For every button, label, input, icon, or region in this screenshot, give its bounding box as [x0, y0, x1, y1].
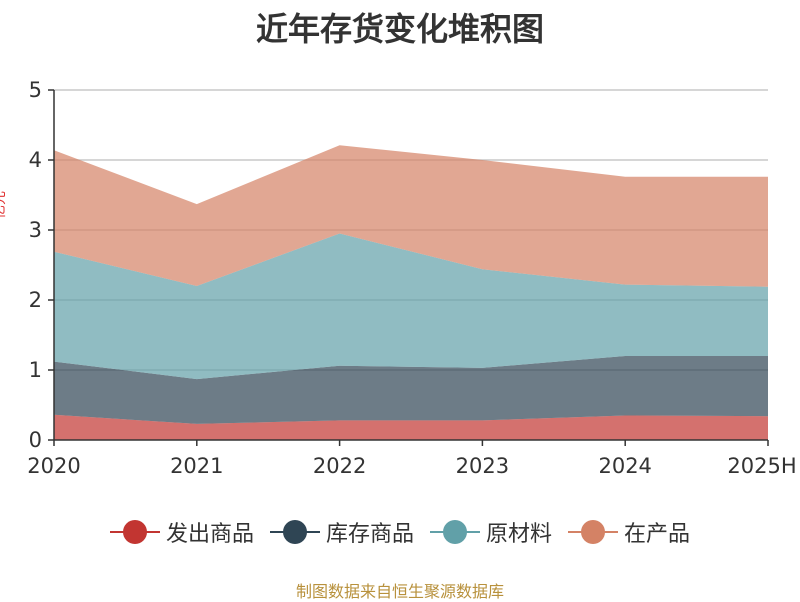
- series-area-在产品: [54, 145, 768, 287]
- legend-item[interactable]: 原材料: [430, 512, 552, 552]
- y-tick-label: 3: [29, 218, 42, 242]
- x-axis-ticks: 2020 2021 2022 2023 2024 2025H: [27, 440, 797, 478]
- legend-marker-icon: [109, 520, 160, 544]
- legend-label: 在产品: [624, 522, 691, 547]
- series-areas: [54, 145, 768, 440]
- series-area-原材料: [54, 233, 768, 380]
- chart-title: 近年存货变化堆积图: [255, 10, 544, 48]
- x-tick-label: 2021: [170, 454, 223, 478]
- data-source-note: 制图数据来自恒生聚源数据库: [295, 582, 504, 601]
- legend-marker-icon: [269, 520, 320, 544]
- series-area-发出商品: [54, 414, 768, 440]
- legend-item[interactable]: 发出商品: [109, 512, 254, 552]
- series-area-库存商品: [54, 356, 768, 424]
- legend-label: 库存商品: [325, 522, 414, 547]
- legend-label: 原材料: [486, 522, 553, 547]
- y-tick-label: 4: [29, 148, 42, 172]
- legend-label: 发出商品: [165, 522, 254, 547]
- x-tick-label: 2024: [598, 454, 651, 478]
- x-tick-label: 2020: [27, 454, 80, 478]
- x-tick-label: 2022: [313, 454, 366, 478]
- legend-marker-icon: [430, 520, 480, 544]
- y-tick-label: 1: [29, 358, 42, 382]
- y-tick-label: 2: [29, 288, 42, 312]
- y-tick-label: 5: [29, 78, 42, 102]
- x-tick-label: 2025H: [727, 454, 796, 478]
- axes: [53, 90, 768, 441]
- legend-marker-icon: [568, 520, 619, 544]
- y-axis-ticks: 0 1 2 3 4 5: [29, 78, 54, 452]
- legend-item[interactable]: 在产品: [568, 512, 690, 552]
- y-axis-label: 亿元: [0, 191, 8, 219]
- legend-item[interactable]: 库存商品: [269, 512, 414, 552]
- legend: 发出商品 库存商品 原材料 在产品: [0, 512, 800, 552]
- x-tick-label: 2023: [456, 454, 509, 478]
- y-tick-label: 0: [29, 428, 42, 452]
